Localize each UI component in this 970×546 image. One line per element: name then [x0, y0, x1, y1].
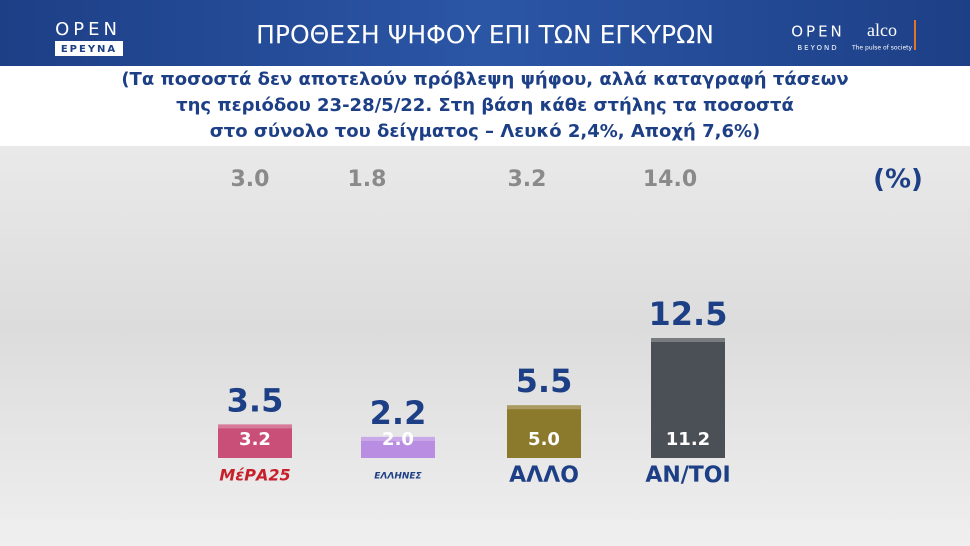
reference-label: 1.8	[348, 167, 387, 192]
bar	[507, 405, 581, 458]
inner-label: 11.2	[666, 429, 710, 450]
x-tick-label: ΑΝ/ΤΟΙ	[645, 463, 730, 488]
inner-label: 5.0	[528, 429, 560, 450]
partner-logo: alco	[867, 20, 897, 40]
reference-label: 14.0	[643, 167, 697, 192]
header-band	[0, 0, 970, 66]
unit-label: (%)	[873, 165, 923, 195]
divider	[914, 20, 916, 50]
logo-sub: BEYOND	[797, 44, 838, 52]
logo-box	[55, 41, 123, 56]
bar-highlight	[361, 436, 435, 441]
logo: OPEN	[791, 23, 845, 41]
reference-label: 3.0	[231, 167, 270, 192]
x-tick-label: ΑΛΛΟ	[509, 463, 579, 488]
bar	[651, 338, 725, 458]
chart-title: ΠΡΟΘΕΣΗ ΨΗΦΟΥ ΕΠΙ ΤΩΝ ΕΓΚΥΡΩΝ	[256, 20, 714, 49]
logo: OPEN	[55, 19, 121, 40]
value-label: 2.2	[370, 394, 427, 432]
bar	[218, 424, 292, 458]
subtitle: στο σύνολο του δείγματος – Λευκό 2,4%, Α…	[210, 121, 761, 142]
subtitle-band	[0, 66, 970, 146]
x-tick-label: ΜέΡΑ25	[219, 466, 290, 485]
subtitle: (Τα ποσοστά δεν αποτελούν πρόβλεψη ψήφου…	[121, 69, 848, 90]
value-label: 5.5	[516, 362, 573, 400]
bar-highlight	[651, 338, 725, 342]
subtitle: της περιόδου 23-28/5/22. Στη βάση κάθε σ…	[176, 95, 794, 116]
value-label: 12.5	[649, 295, 728, 333]
bar	[361, 436, 435, 458]
value-label: 3.5	[227, 381, 284, 419]
reference-label: 3.2	[508, 167, 547, 192]
partner-sub: The pulse of society	[851, 45, 913, 52]
logo-sub: ΕΡΕΥΝΑ	[61, 44, 117, 55]
bar-highlight	[218, 424, 292, 429]
inner-label: 2.0	[382, 429, 414, 450]
inner-label: 3.2	[239, 429, 271, 450]
bar-highlight	[507, 405, 581, 410]
x-tick-label: ΕΛΛΗΝΕΣ	[374, 472, 422, 482]
